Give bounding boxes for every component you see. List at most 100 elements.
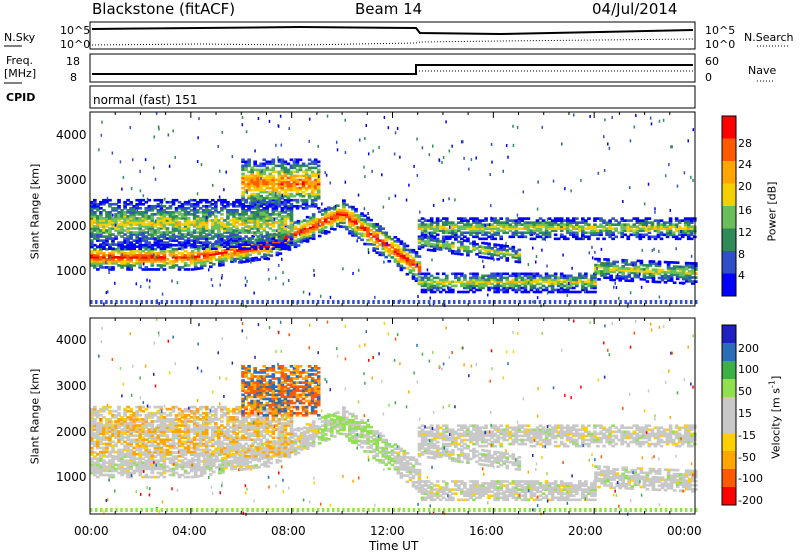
power-cell: [683, 219, 688, 222]
power-noise: [357, 193, 360, 197]
power-cell: [457, 221, 461, 224]
power-cell: [156, 221, 161, 224]
power-cell: [511, 221, 516, 224]
power-cell: [96, 249, 100, 253]
power-cell: [280, 209, 285, 212]
power-cell: [144, 245, 149, 249]
power-cell: [550, 229, 555, 233]
velocity-cell: [150, 465, 155, 469]
power-noise: [365, 123, 368, 127]
power-cell: [241, 190, 245, 194]
power-cell: [165, 217, 170, 220]
power-cell: [348, 225, 352, 229]
power-cell: [117, 213, 121, 216]
power-cell: [265, 225, 270, 228]
power-noise: [512, 124, 514, 128]
power-cell: [283, 229, 288, 232]
power-noise: [431, 144, 434, 148]
power-cell: [256, 211, 260, 214]
power-cell: [630, 269, 635, 273]
power-low-band: [589, 300, 592, 304]
power-cell: [304, 182, 309, 186]
power-cell: [535, 233, 540, 237]
power-noise: [352, 271, 354, 275]
power-cell: [399, 240, 404, 243]
power-cell: [411, 257, 416, 260]
power-cell: [132, 209, 136, 212]
power-cell: [162, 215, 167, 218]
power-cell: [656, 233, 661, 237]
power-cell: [417, 239, 422, 242]
velocity-cell: [190, 459, 195, 463]
power-cell: [165, 206, 170, 210]
power-cell: [232, 237, 236, 240]
power-cell: [144, 231, 149, 234]
power-cell: [138, 217, 143, 220]
power-cell: [596, 225, 600, 229]
velocity-cell: [105, 455, 109, 458]
power-noise: [687, 139, 689, 143]
velocity-cell: [126, 451, 130, 454]
power-cell: [620, 233, 625, 237]
power-cell: [227, 254, 231, 258]
power-cell: [463, 235, 467, 239]
power-cell: [339, 225, 343, 228]
power-cell: [651, 272, 656, 276]
power-cell: [584, 282, 588, 286]
power-cell: [447, 223, 452, 226]
power-cell: [214, 223, 218, 226]
power-cell: [559, 233, 564, 237]
power-cell: [292, 188, 297, 192]
power-cell: [490, 286, 494, 290]
power-cell: [162, 253, 167, 257]
power-cell: [435, 227, 440, 231]
power-cell: [289, 184, 294, 188]
power-cell: [460, 274, 464, 278]
power-low-band: [90, 300, 93, 304]
power-cell: [553, 219, 558, 222]
power-noise: [535, 255, 538, 259]
power-cell: [208, 255, 213, 258]
power-cell: [253, 245, 257, 248]
power-cell: [259, 190, 264, 194]
power-cell: [99, 221, 103, 224]
power-cell: [681, 265, 686, 269]
power-cell: [444, 274, 449, 278]
power-cell: [250, 176, 254, 180]
power-cell: [271, 206, 276, 210]
power-cell: [333, 215, 337, 219]
power-cell: [496, 233, 500, 237]
power-cell: [192, 239, 197, 242]
power-cell: [630, 279, 635, 283]
power-cell: [508, 235, 513, 239]
power-cell: [159, 217, 164, 220]
velocity-cell: [93, 451, 97, 454]
power-cell: [517, 217, 522, 220]
power-cell: [150, 219, 155, 222]
power-cell: [651, 270, 656, 274]
power-cell: [114, 249, 118, 253]
power-cell: [369, 222, 373, 226]
power-cell: [102, 231, 106, 234]
power-cell: [274, 170, 279, 174]
power-cell: [511, 272, 516, 276]
power-cell: [666, 277, 671, 280]
power-cell: [689, 221, 694, 224]
power-cell: [342, 225, 346, 229]
power-cell: [417, 237, 422, 240]
power-cell: [608, 227, 612, 231]
power-cell: [541, 225, 546, 229]
power-cell: [244, 219, 248, 222]
power-cell: [351, 217, 355, 221]
power-cell: [156, 229, 161, 232]
power-cell: [466, 247, 470, 251]
power-cell: [675, 273, 680, 277]
velocity-cell: [99, 473, 103, 477]
velocity-cell: [96, 471, 100, 475]
power-cell: [295, 200, 300, 204]
power-cell: [147, 233, 152, 236]
power-cell: [429, 221, 434, 224]
power-cell: [211, 245, 215, 248]
power-cell: [348, 205, 352, 209]
power-cell: [221, 261, 225, 265]
